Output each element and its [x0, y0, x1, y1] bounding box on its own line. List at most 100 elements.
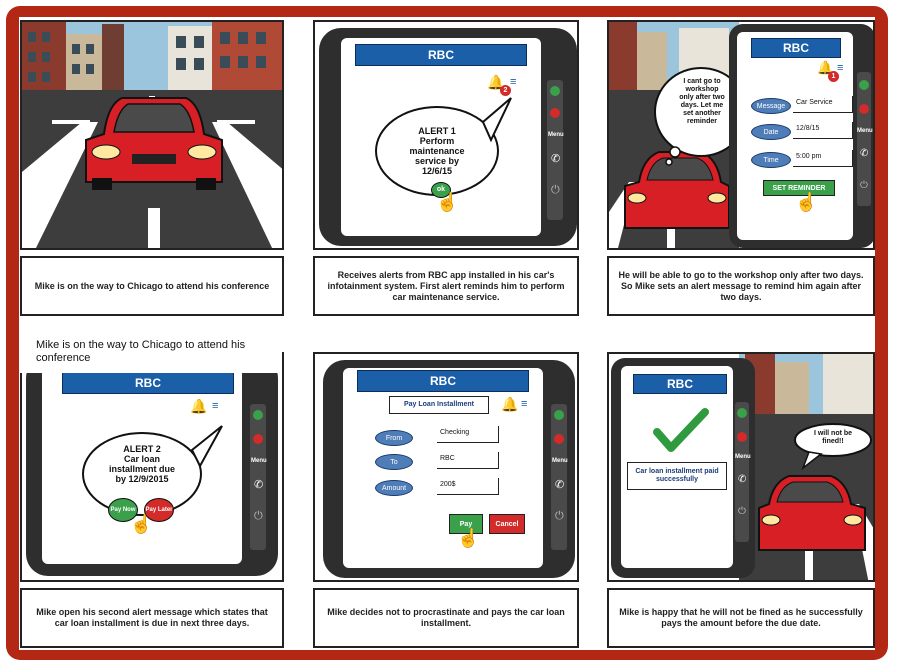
hand-pointer-icon: ☝	[795, 192, 818, 212]
panel-3-caption: He will be able to go to the workshop on…	[607, 256, 875, 316]
power-icon[interactable]: ⏻	[555, 510, 564, 522]
panel-4-caption: Mike open his second alert message which…	[20, 588, 284, 648]
close-icon[interactable]	[737, 432, 747, 442]
date-field[interactable]: 12/8/15	[793, 122, 853, 139]
thought-line: I cant go to	[683, 78, 721, 85]
checkmark-icon	[653, 408, 709, 452]
thought-line: reminder	[687, 118, 717, 125]
alert-line: by 12/9/2015	[115, 474, 169, 484]
power-icon[interactable]: ⏻	[254, 510, 263, 522]
thought-line: set another	[683, 110, 721, 117]
alert-line: Perform	[419, 136, 455, 146]
panel-6-scene: I will not be fined!! RBC Car loan insta…	[607, 352, 875, 582]
pay-later-button[interactable]: Pay Later	[144, 498, 174, 522]
car-street-illustration	[739, 354, 873, 580]
menu-icon[interactable]: ≡	[510, 76, 517, 88]
tablet-screen	[621, 366, 733, 568]
power-icon[interactable]: ⏻	[551, 184, 560, 196]
menu-icon[interactable]: ≡	[521, 398, 528, 410]
close-icon[interactable]	[550, 108, 560, 118]
to-field[interactable]: RBC	[437, 452, 499, 469]
set-reminder-button[interactable]: SET REMINDER	[763, 180, 835, 196]
alert-line: maintenance	[409, 146, 465, 156]
overlay-caption: Mike is on the way to Chicago to attend …	[20, 339, 282, 373]
pay-now-button[interactable]: Pay Now	[108, 498, 138, 522]
menu-label[interactable]: Menu	[735, 454, 751, 460]
phone-icon[interactable]: ✆	[860, 148, 869, 159]
power-icon[interactable]: ⏻	[860, 180, 868, 191]
phone-icon[interactable]: ✆	[555, 479, 565, 491]
from-label: From	[375, 430, 413, 446]
phone-icon[interactable]: ✆	[738, 474, 747, 485]
message-field[interactable]: Car Service	[793, 96, 853, 113]
to-label: To	[375, 454, 413, 470]
time-label: Time	[751, 152, 791, 168]
amount-field[interactable]: 200$	[437, 478, 499, 495]
thought-bubble: I cant go to workshop only after two day…	[665, 78, 739, 126]
menu-icon[interactable]: ≡	[837, 62, 844, 74]
panel-5-scene: RBC Pay Loan Installment 🔔 ≡ From Checki…	[313, 352, 579, 582]
panel-2-scene: RBC 🔔 2 ≡ ALERT 1 Perform maintenance se…	[313, 20, 579, 250]
close-icon[interactable]	[554, 434, 564, 444]
side-controls	[735, 402, 749, 542]
bell-icon[interactable]: 🔔	[487, 74, 505, 90]
alert-bubble[interactable]: ALERT 1 Perform maintenance service by 1…	[375, 106, 499, 196]
pay-button[interactable]: Pay	[449, 514, 483, 534]
phone-icon[interactable]: ✆	[254, 479, 264, 491]
thought-line: workshop	[685, 86, 719, 93]
panel-3-scene: I cant go to workshop only after two day…	[607, 20, 875, 250]
close-icon[interactable]	[253, 434, 263, 444]
alert-title: ALERT 1	[418, 126, 456, 136]
panel-4-scene: RBC 🔔 ≡ ALERT 2 Car loan installment due…	[20, 352, 284, 582]
menu-label[interactable]: Menu	[251, 458, 267, 464]
thought-line: only after two	[679, 94, 725, 101]
confirmation-message: Car loan installment paid successfully	[627, 462, 727, 490]
side-controls	[551, 404, 567, 550]
menu-label[interactable]: Menu	[552, 458, 568, 464]
play-icon[interactable]	[737, 408, 747, 418]
play-icon[interactable]	[550, 86, 560, 96]
alert-title: ALERT 2	[123, 444, 161, 454]
speech-bubble: I will not be fined!!	[801, 430, 865, 446]
play-icon[interactable]	[859, 80, 869, 90]
message-label: Message	[751, 98, 791, 114]
app-title: RBC	[633, 374, 727, 394]
phone-icon[interactable]: ✆	[551, 153, 561, 165]
from-field[interactable]: Checking	[437, 426, 499, 443]
play-icon[interactable]	[253, 410, 263, 420]
menu-label[interactable]: Menu	[548, 132, 564, 138]
alert-line: installment due	[108, 464, 175, 474]
close-icon[interactable]	[859, 104, 869, 114]
alert-line: service by	[414, 156, 460, 166]
bubble-tail	[481, 97, 512, 143]
bell-icon[interactable]: 🔔	[190, 398, 208, 414]
panel-6-caption: Mike is happy that he will not be fined …	[607, 588, 875, 648]
thought-line: days. Let me	[680, 102, 724, 109]
bell-icon[interactable]: 🔔	[501, 396, 519, 412]
hand-pointer-icon: ☝	[130, 514, 153, 534]
side-controls	[250, 404, 266, 550]
app-title: RBC	[62, 372, 234, 394]
form-title: Pay Loan Installment	[389, 396, 489, 414]
panel-1-caption: Mike is on the way to Chicago to attend …	[20, 256, 284, 316]
app-title: RBC	[751, 38, 841, 58]
alert-bubble[interactable]: ALERT 2 Car loan installment due by 12/9…	[82, 432, 202, 516]
ok-button[interactable]: ok	[431, 182, 451, 198]
panel-2-caption: Receives alerts from RBC app installed i…	[313, 256, 579, 316]
cancel-button[interactable]: Cancel	[489, 514, 525, 534]
play-icon[interactable]	[554, 410, 564, 420]
speech-line: fined!!	[822, 438, 844, 445]
alert-line: 12/6/15	[421, 166, 453, 176]
notification-badge: 1	[828, 71, 839, 82]
bubble-tail	[190, 425, 223, 469]
time-field[interactable]: 5:00 pm	[793, 150, 853, 167]
menu-icon[interactable]: ≡	[212, 400, 219, 412]
speech-line: I will not be	[813, 430, 853, 437]
date-label: Date	[751, 124, 791, 140]
amount-label: Amount	[375, 480, 413, 496]
side-controls	[547, 80, 563, 220]
power-icon[interactable]: ⏻	[738, 506, 746, 517]
menu-label[interactable]: Menu	[857, 128, 873, 134]
alert-line: Car loan	[123, 454, 160, 464]
panel-1-scene	[20, 20, 284, 250]
